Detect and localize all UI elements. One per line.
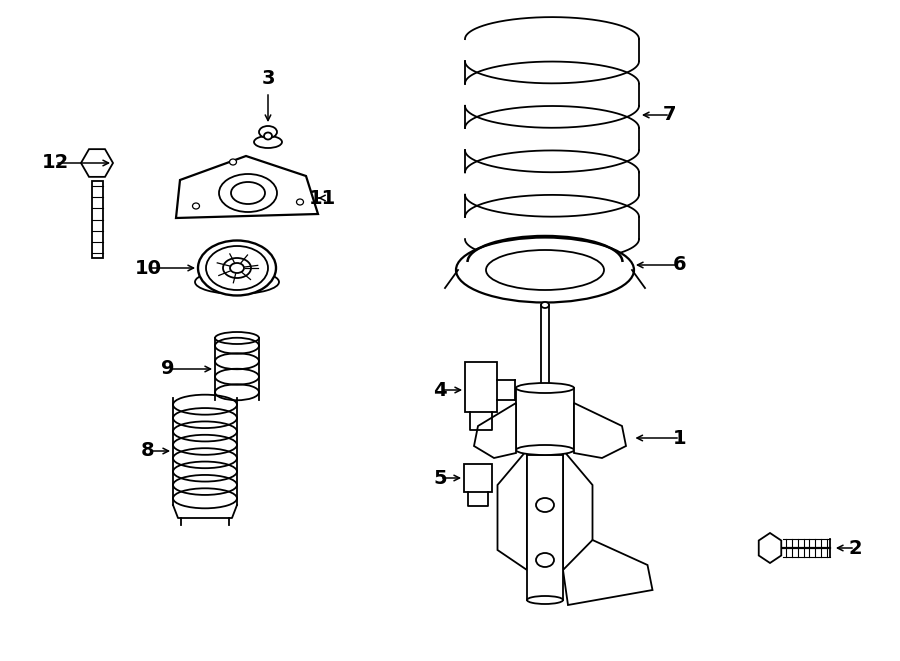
- Text: 11: 11: [309, 188, 336, 208]
- Polygon shape: [759, 533, 781, 563]
- Polygon shape: [176, 156, 318, 218]
- Bar: [92, 181, 103, 258]
- Ellipse shape: [198, 241, 276, 295]
- Ellipse shape: [527, 596, 563, 604]
- Bar: [527, 455, 563, 600]
- Ellipse shape: [231, 182, 265, 204]
- Ellipse shape: [259, 126, 277, 138]
- Polygon shape: [563, 450, 592, 570]
- Polygon shape: [498, 450, 527, 570]
- Bar: [465, 362, 497, 412]
- Polygon shape: [574, 403, 626, 458]
- Ellipse shape: [254, 136, 282, 148]
- Text: 2: 2: [848, 539, 862, 557]
- Text: 5: 5: [433, 469, 446, 488]
- Ellipse shape: [296, 199, 303, 205]
- Bar: [516, 388, 574, 450]
- Text: 9: 9: [161, 360, 175, 379]
- Ellipse shape: [264, 132, 272, 139]
- Polygon shape: [81, 149, 113, 177]
- Ellipse shape: [516, 445, 574, 455]
- Polygon shape: [563, 540, 652, 605]
- Bar: [464, 464, 492, 492]
- Bar: [541, 305, 549, 390]
- Ellipse shape: [230, 263, 244, 273]
- Text: 3: 3: [261, 69, 274, 87]
- Text: 4: 4: [433, 381, 446, 399]
- Ellipse shape: [223, 258, 251, 278]
- Polygon shape: [474, 403, 516, 458]
- Text: 8: 8: [141, 442, 155, 461]
- Ellipse shape: [516, 383, 574, 393]
- Ellipse shape: [219, 174, 277, 212]
- Ellipse shape: [206, 246, 268, 290]
- Ellipse shape: [193, 203, 200, 209]
- Text: 6: 6: [673, 256, 687, 274]
- Ellipse shape: [541, 302, 549, 308]
- Text: 10: 10: [134, 258, 161, 278]
- Text: 12: 12: [41, 153, 68, 173]
- Text: 1: 1: [673, 428, 687, 447]
- Ellipse shape: [456, 237, 634, 303]
- Ellipse shape: [230, 159, 237, 165]
- Text: 7: 7: [663, 106, 677, 124]
